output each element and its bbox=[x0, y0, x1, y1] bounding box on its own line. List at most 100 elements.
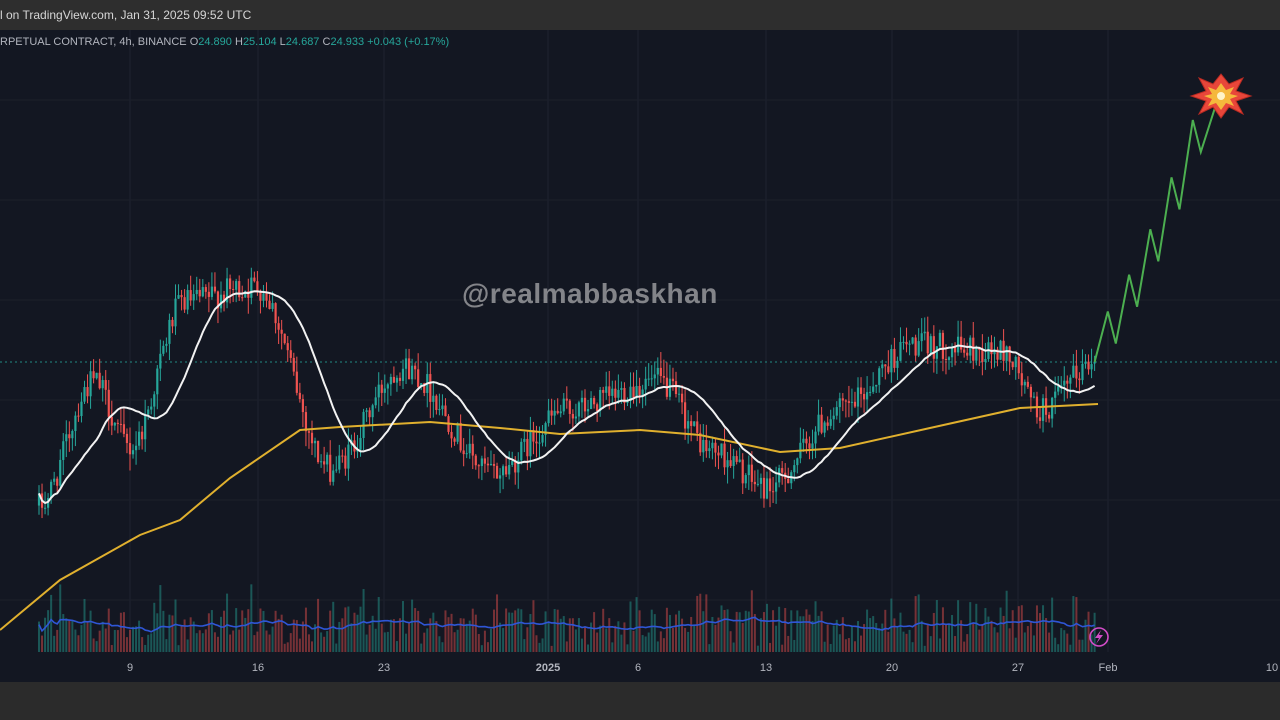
candle-body bbox=[1029, 386, 1032, 398]
volume-bar bbox=[793, 639, 796, 652]
volume-bars bbox=[38, 584, 1096, 652]
candle-body bbox=[796, 458, 799, 466]
price-chart[interactable]: 9 16 23 2025 6 13 20 27 Feb 10 bbox=[0, 30, 1280, 682]
candle-body bbox=[198, 289, 201, 297]
candle bbox=[1066, 375, 1069, 399]
candle bbox=[720, 443, 723, 459]
volume-bar bbox=[174, 599, 177, 652]
candle bbox=[192, 284, 195, 310]
volume-bar bbox=[920, 620, 923, 652]
candle-body bbox=[110, 416, 113, 426]
candle-body bbox=[626, 401, 629, 403]
candle bbox=[444, 398, 447, 417]
candle-body bbox=[62, 441, 65, 460]
candle bbox=[323, 446, 326, 474]
volume-bar bbox=[638, 610, 641, 652]
candle-body bbox=[1081, 363, 1084, 381]
volume-bar bbox=[256, 631, 259, 652]
volume-bar bbox=[944, 624, 947, 652]
candle-body bbox=[738, 459, 741, 462]
candle bbox=[1084, 354, 1087, 369]
volume-bar bbox=[335, 643, 338, 652]
volume-bar bbox=[860, 635, 863, 652]
candle bbox=[438, 393, 441, 416]
volume-bar bbox=[935, 600, 938, 652]
lightning-icon[interactable] bbox=[1089, 627, 1109, 647]
candle-body bbox=[611, 388, 614, 396]
volume-bar bbox=[474, 614, 477, 652]
candle bbox=[741, 453, 744, 495]
candle-body bbox=[502, 466, 505, 476]
candle-body bbox=[635, 386, 638, 398]
candle-body bbox=[1057, 386, 1060, 392]
candle bbox=[238, 275, 241, 301]
volume-bar bbox=[241, 610, 244, 652]
candle-body bbox=[508, 464, 511, 475]
volume-bar bbox=[92, 638, 95, 652]
candle-body bbox=[723, 443, 726, 468]
volume-bar bbox=[905, 633, 908, 652]
candle bbox=[938, 329, 941, 349]
candle-body bbox=[65, 434, 68, 442]
candle-body bbox=[990, 342, 993, 355]
candle bbox=[729, 444, 732, 468]
candle bbox=[981, 334, 984, 376]
volume-bar bbox=[262, 610, 265, 652]
candle bbox=[732, 448, 735, 479]
volume-bar bbox=[286, 642, 289, 652]
candle-body bbox=[741, 459, 744, 484]
high-value: 25.104 bbox=[242, 36, 277, 48]
candle bbox=[562, 392, 565, 415]
volume-bar bbox=[159, 585, 162, 652]
candle-body bbox=[104, 380, 107, 390]
volume-bar bbox=[168, 614, 171, 652]
candle bbox=[605, 371, 608, 400]
candle bbox=[826, 416, 829, 431]
candle-body bbox=[407, 358, 411, 380]
candle bbox=[735, 450, 738, 465]
volume-bar bbox=[899, 612, 902, 652]
volume-bar bbox=[62, 614, 65, 652]
volume-bar bbox=[723, 609, 726, 652]
candle bbox=[316, 440, 320, 464]
candle-body bbox=[872, 386, 875, 392]
volume-bar bbox=[77, 635, 80, 652]
candle bbox=[313, 437, 317, 458]
volume-bar bbox=[1011, 610, 1014, 652]
candle-body bbox=[1041, 398, 1045, 421]
volume-bar bbox=[659, 631, 662, 652]
volume-bar bbox=[729, 631, 732, 652]
candle bbox=[832, 407, 835, 431]
candle-body bbox=[307, 431, 311, 433]
candle bbox=[1002, 329, 1005, 371]
candle bbox=[301, 394, 304, 428]
x-tick-label: 16 bbox=[252, 662, 264, 674]
volume-bar bbox=[923, 645, 926, 652]
candle-body bbox=[253, 277, 256, 282]
volume-bar bbox=[954, 636, 957, 652]
candle-body bbox=[365, 410, 368, 412]
volume-bar bbox=[632, 630, 635, 652]
candle bbox=[750, 451, 753, 492]
volume-bar bbox=[1057, 644, 1060, 652]
candle-body bbox=[462, 450, 465, 455]
volume-bar bbox=[317, 598, 320, 652]
volume-bar bbox=[726, 609, 729, 652]
candle bbox=[1063, 366, 1066, 402]
volume-bar bbox=[311, 641, 313, 652]
volume-bar bbox=[417, 610, 420, 652]
volume-bar bbox=[183, 619, 186, 652]
chart-area[interactable]: 9 16 23 2025 6 13 20 27 Feb 10 RPETUAL CONTRACT, … bbox=[0, 30, 1280, 682]
volume-bar bbox=[365, 634, 368, 652]
volume-bar bbox=[808, 614, 811, 652]
candle-body bbox=[183, 297, 186, 310]
candle bbox=[599, 387, 602, 417]
candle bbox=[523, 431, 526, 453]
candle-body bbox=[1072, 365, 1075, 378]
volume-bar bbox=[198, 630, 201, 652]
candle-body bbox=[1090, 364, 1093, 370]
candle bbox=[486, 457, 490, 473]
volume-bar bbox=[511, 612, 514, 652]
volume-bar bbox=[1051, 597, 1054, 652]
candle bbox=[307, 429, 311, 449]
